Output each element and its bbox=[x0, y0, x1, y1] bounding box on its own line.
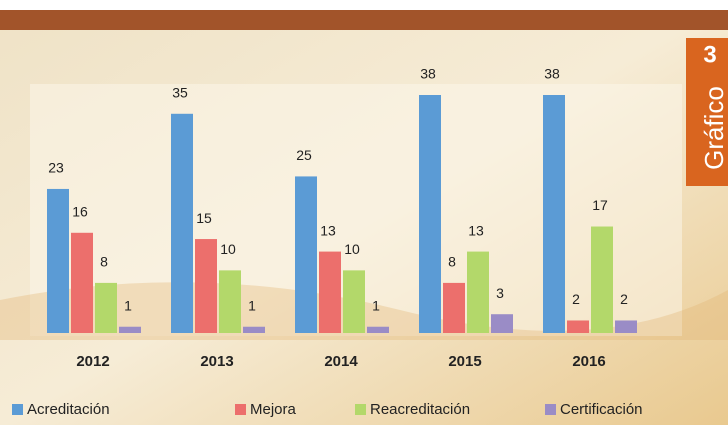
x-tick-label: 2015 bbox=[448, 353, 481, 370]
bar bbox=[319, 252, 341, 333]
bar bbox=[295, 176, 317, 333]
header-bar bbox=[0, 10, 728, 30]
bar bbox=[243, 327, 265, 333]
legend-swatch bbox=[235, 404, 246, 415]
legend-swatch bbox=[355, 404, 366, 415]
bar bbox=[47, 189, 69, 333]
bar bbox=[567, 320, 589, 333]
bar bbox=[367, 327, 389, 333]
value-label: 23 bbox=[48, 160, 64, 176]
bar bbox=[615, 320, 637, 333]
value-label: 2 bbox=[572, 291, 580, 307]
top-strip bbox=[0, 0, 728, 10]
badge-number: 3 bbox=[703, 41, 716, 68]
bar bbox=[95, 283, 117, 333]
bar bbox=[71, 233, 93, 333]
legend-label: Reacreditación bbox=[370, 401, 470, 418]
value-label: 8 bbox=[100, 254, 108, 270]
legend-swatch bbox=[12, 404, 23, 415]
x-tick-label: 2014 bbox=[324, 353, 358, 370]
value-label: 10 bbox=[344, 241, 360, 257]
value-label: 3 bbox=[496, 285, 504, 301]
value-label: 35 bbox=[172, 84, 188, 100]
value-label: 1 bbox=[248, 297, 256, 313]
value-label: 10 bbox=[220, 241, 236, 257]
bar bbox=[467, 252, 489, 333]
bar bbox=[195, 239, 217, 333]
value-label: 16 bbox=[72, 203, 88, 219]
value-label: 1 bbox=[372, 297, 380, 313]
bar bbox=[443, 283, 465, 333]
value-label: 13 bbox=[320, 222, 336, 238]
badge-label: Gráfico bbox=[699, 86, 728, 170]
legend-label: Acreditación bbox=[27, 401, 110, 418]
value-label: 25 bbox=[296, 147, 312, 163]
bar bbox=[343, 270, 365, 333]
bar bbox=[491, 314, 513, 333]
value-label: 38 bbox=[544, 66, 560, 82]
value-label: 2 bbox=[620, 291, 628, 307]
value-label: 38 bbox=[420, 66, 436, 82]
x-tick-label: 2012 bbox=[76, 353, 109, 370]
value-label: 8 bbox=[448, 254, 456, 270]
bar bbox=[419, 95, 441, 333]
legend-swatch bbox=[545, 404, 556, 415]
x-tick-label: 2016 bbox=[572, 353, 605, 370]
bar bbox=[543, 95, 565, 333]
bar bbox=[119, 327, 141, 333]
legend-label: Certificación bbox=[560, 401, 643, 418]
value-label: 1 bbox=[124, 297, 132, 313]
chart: 3 Gráfico 231681201235151012013251310120… bbox=[0, 0, 728, 425]
x-tick-label: 2013 bbox=[200, 353, 233, 370]
legend-label: Mejora bbox=[250, 401, 297, 418]
page: 3 Gráfico 231681201235151012013251310120… bbox=[0, 0, 728, 425]
value-label: 15 bbox=[196, 210, 212, 226]
bar bbox=[171, 114, 193, 333]
value-label: 17 bbox=[592, 197, 608, 213]
bar bbox=[219, 270, 241, 333]
bar bbox=[591, 227, 613, 333]
value-label: 13 bbox=[468, 222, 484, 238]
